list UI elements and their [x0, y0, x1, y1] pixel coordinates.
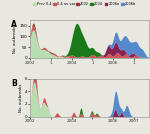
Y-axis label: No. outbreaks: No. outbreaks [18, 83, 22, 112]
Y-axis label: No. outbreaks: No. outbreaks [13, 25, 17, 53]
Legend: Prev 0.4, 0.4 no var, 2002, 2004, 2006a, 2006b: Prev 0.4, 0.4 no var, 2002, 2004, 2006a,… [32, 1, 137, 8]
Text: A: A [11, 20, 17, 29]
Text: B: B [11, 79, 17, 88]
